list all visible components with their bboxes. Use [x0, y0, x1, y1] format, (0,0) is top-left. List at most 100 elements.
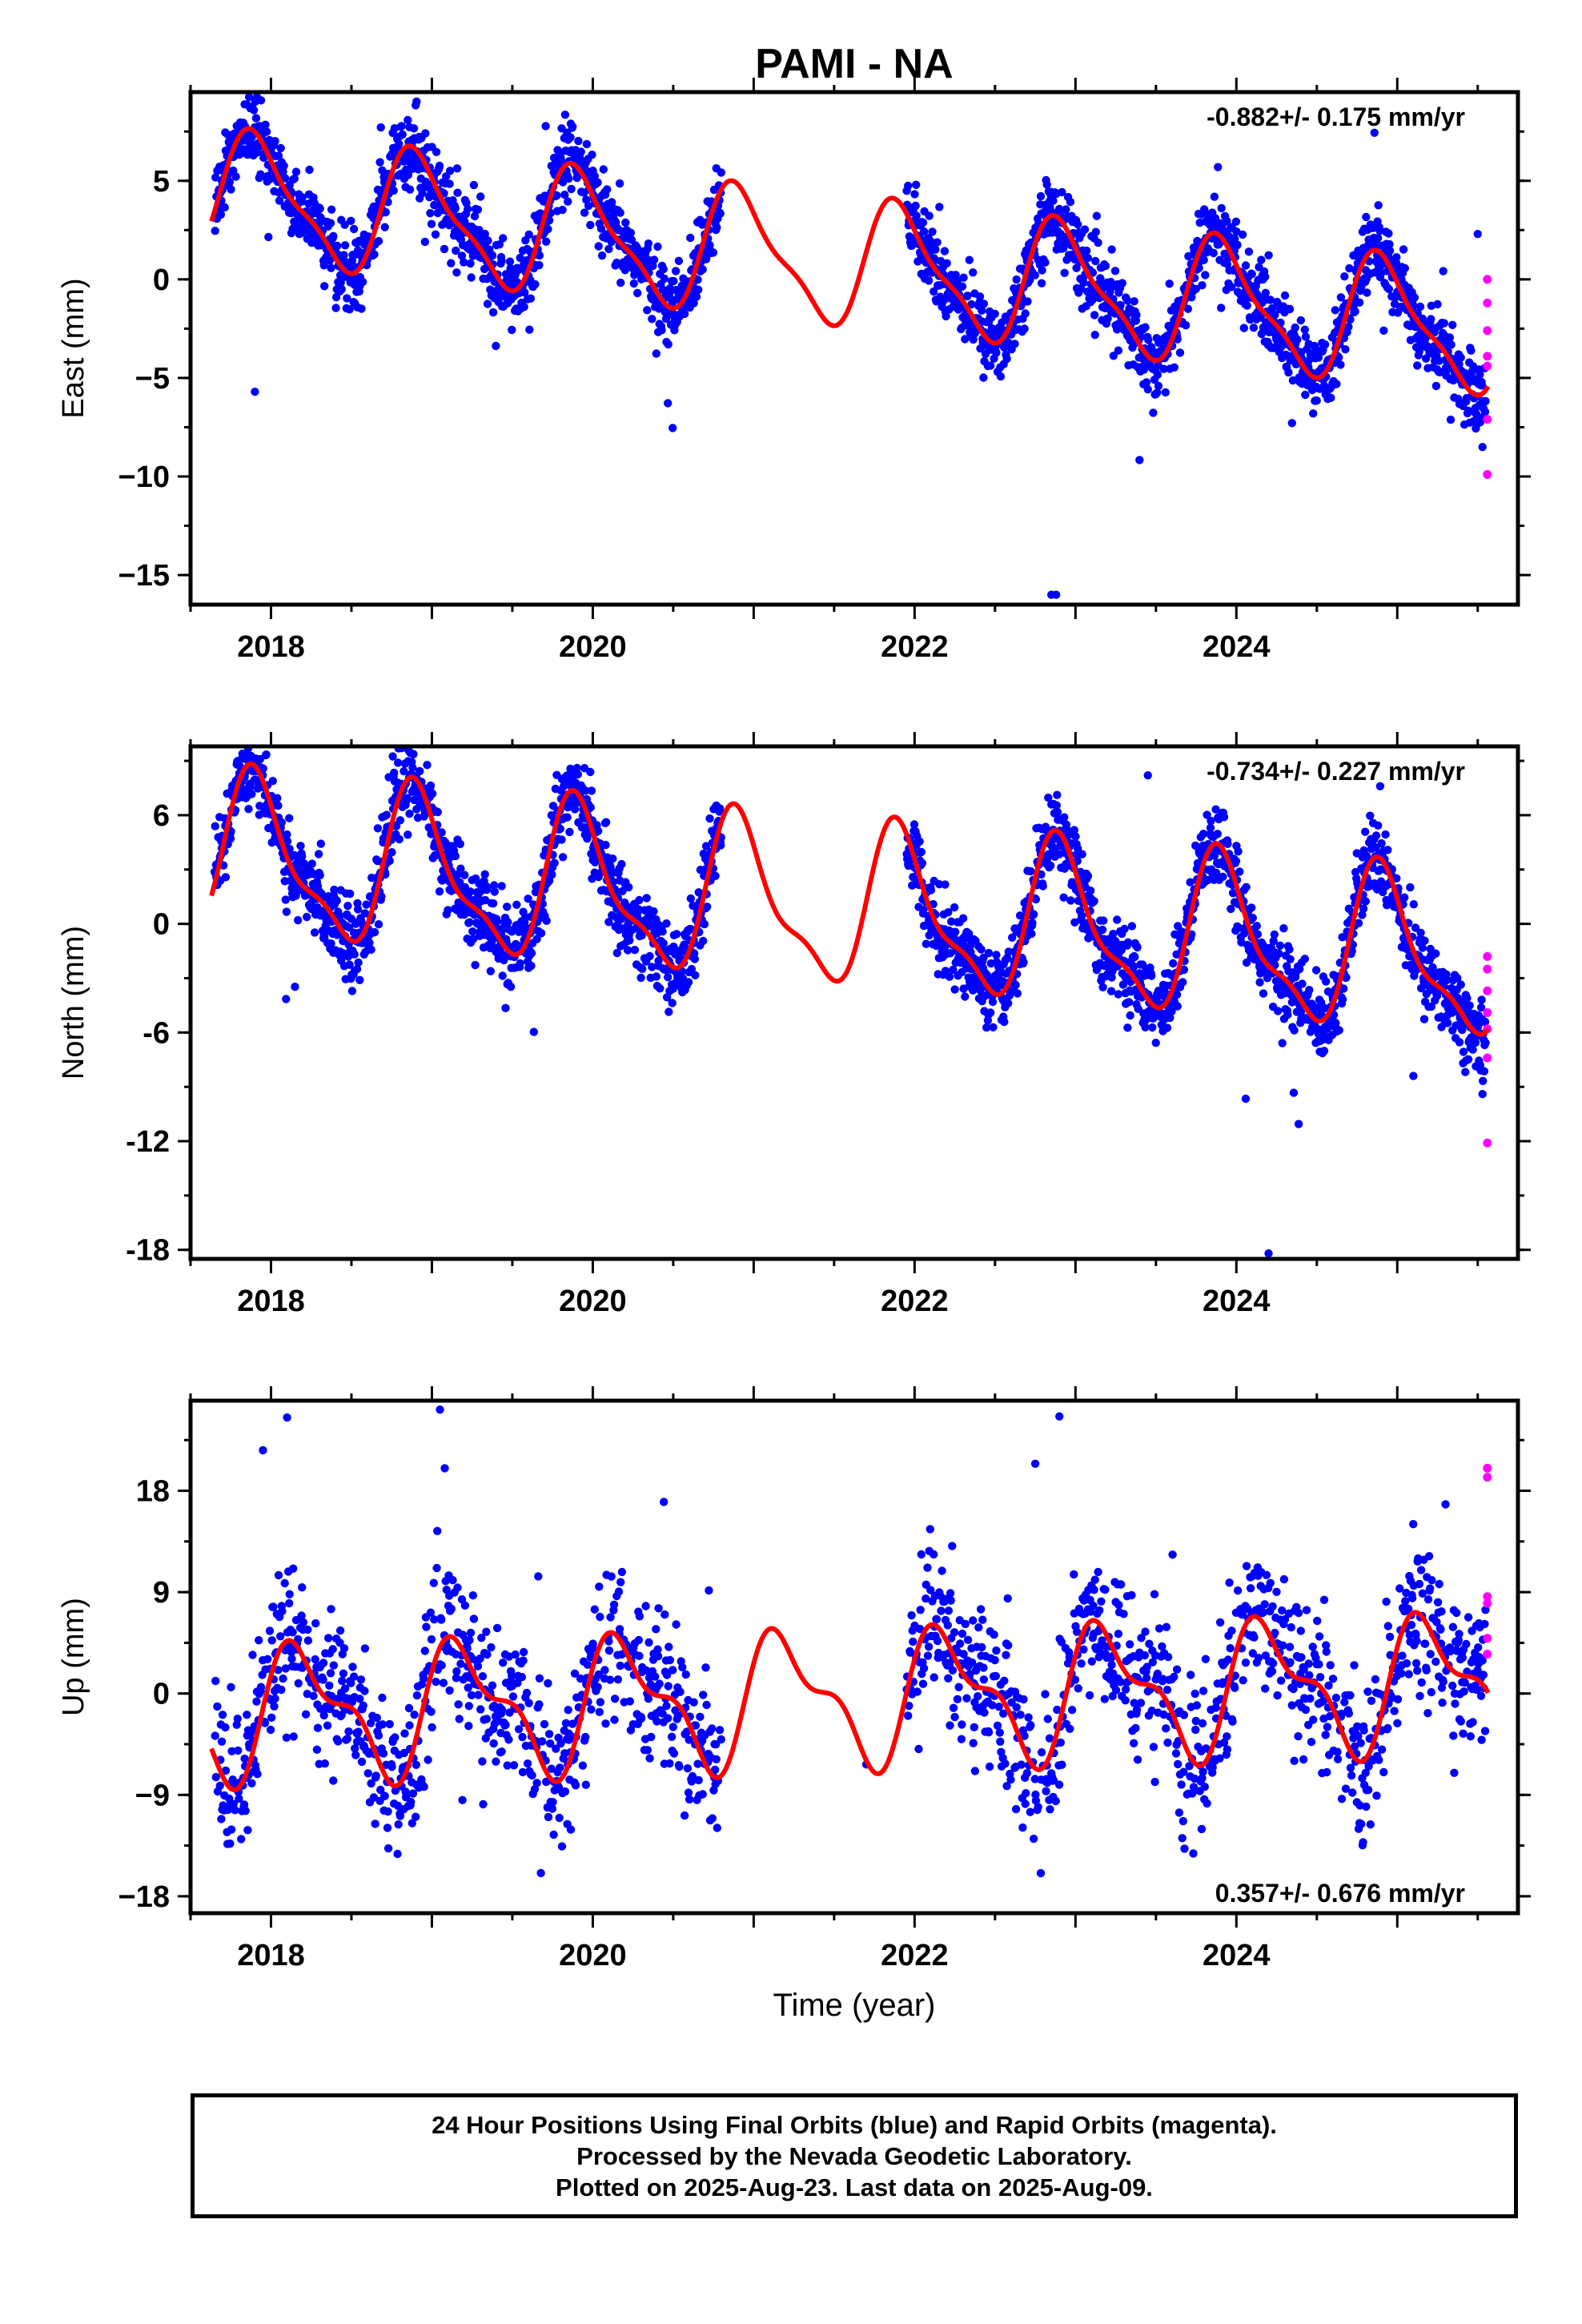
east-final-point [453, 188, 462, 197]
east-final-point [928, 227, 937, 236]
east-final-point [967, 300, 976, 309]
up-final-points [211, 1405, 1490, 1878]
north-final-point [488, 899, 498, 908]
north-final-point [558, 853, 568, 862]
north-final-point [630, 946, 640, 955]
east-rapid-point [1483, 326, 1492, 336]
north-final-point [656, 984, 665, 993]
north-final-point [423, 761, 432, 770]
north-final-point [403, 729, 411, 737]
east-final-point [298, 193, 307, 202]
north-final-point [668, 999, 677, 1007]
north-final-point [352, 964, 362, 974]
east-final-point [225, 178, 235, 187]
east-final-point [256, 96, 266, 105]
east-final-point [1341, 345, 1350, 354]
east-final-point [1072, 263, 1081, 272]
north-final-point [1124, 998, 1134, 1007]
north-final-point [636, 973, 645, 983]
north-final-point [1247, 903, 1256, 912]
east-final-point [1284, 368, 1293, 377]
east-final-point [908, 241, 917, 250]
east-final-point [1191, 284, 1201, 293]
east-final-point [1301, 332, 1311, 341]
north-final-point [705, 814, 714, 823]
east-final-point [716, 209, 725, 218]
east-final-point [264, 232, 273, 242]
east-final-point [452, 164, 462, 173]
east-final-point [1092, 211, 1102, 220]
east-final-point [1161, 388, 1170, 397]
east-final-point [531, 279, 540, 289]
east-final-point [933, 238, 942, 247]
east-final-point [924, 276, 934, 285]
north-final-point [986, 1008, 995, 1017]
north-final-point [1264, 1249, 1273, 1258]
north-final-point [1004, 999, 1013, 1008]
east-final-point [660, 274, 669, 283]
north-final-point [460, 870, 469, 879]
east-final-point [457, 251, 467, 260]
east-final-point [1232, 227, 1241, 236]
east-final-point [680, 309, 689, 319]
east-final-point [1413, 361, 1422, 370]
north-final-point [563, 813, 572, 822]
north-final-point [490, 881, 499, 890]
north-final-point [531, 887, 540, 897]
east-final-point [374, 236, 383, 246]
north-final-point [486, 967, 495, 975]
east-final-point [1175, 348, 1185, 357]
east-final-point [395, 139, 404, 148]
east-final-point [451, 204, 460, 213]
north-final-point [700, 919, 709, 929]
east-final-point [904, 181, 913, 191]
east-final-point [544, 224, 552, 234]
east-final-point [1481, 396, 1490, 406]
east-final-point [1041, 258, 1050, 267]
east-final-point [1223, 216, 1231, 226]
east-final-point [380, 223, 389, 231]
east-final-point [343, 294, 351, 303]
north-final-point [662, 993, 672, 1002]
east-rapid-point [1483, 298, 1492, 308]
east-final-point [1384, 229, 1393, 238]
east-final-point [1300, 325, 1310, 334]
north-final-point [1463, 994, 1472, 1003]
east-final-point [969, 335, 978, 344]
east-final-point [1332, 380, 1341, 388]
east-final-point [488, 251, 497, 260]
north-final-point [465, 918, 474, 927]
east-final-point [961, 335, 970, 344]
north-final-point [1279, 924, 1288, 933]
north-final-point [965, 929, 974, 939]
north-final-point [501, 1003, 510, 1013]
north-final-point [285, 844, 294, 854]
east-rapid-point [1483, 415, 1492, 424]
east-rapid-point [1483, 470, 1492, 480]
north-final-point [1419, 1015, 1429, 1023]
north-final-point [512, 900, 521, 910]
north-final-point [950, 985, 959, 994]
east-final-point [669, 276, 678, 286]
north-final-point [355, 975, 364, 985]
east-final-point [274, 151, 283, 160]
east-final-point [542, 237, 551, 246]
east-final-point [644, 239, 653, 248]
east-final-point [541, 122, 550, 131]
north-final-point [1178, 978, 1187, 987]
east-final-point [1238, 230, 1247, 239]
east-final-point [1435, 368, 1445, 376]
east-final-point [1464, 406, 1473, 416]
north-final-point [1383, 846, 1392, 854]
east-final-point [520, 303, 528, 312]
east-final-point [942, 312, 950, 321]
north-final-point [648, 963, 656, 971]
east-final-point [467, 273, 476, 282]
north-final-point [587, 786, 596, 795]
north-final-point [1086, 887, 1095, 895]
east-final-point [594, 242, 603, 251]
east-final-point [1080, 225, 1090, 234]
east-final-point [1110, 267, 1120, 275]
north-final-point [387, 848, 396, 857]
